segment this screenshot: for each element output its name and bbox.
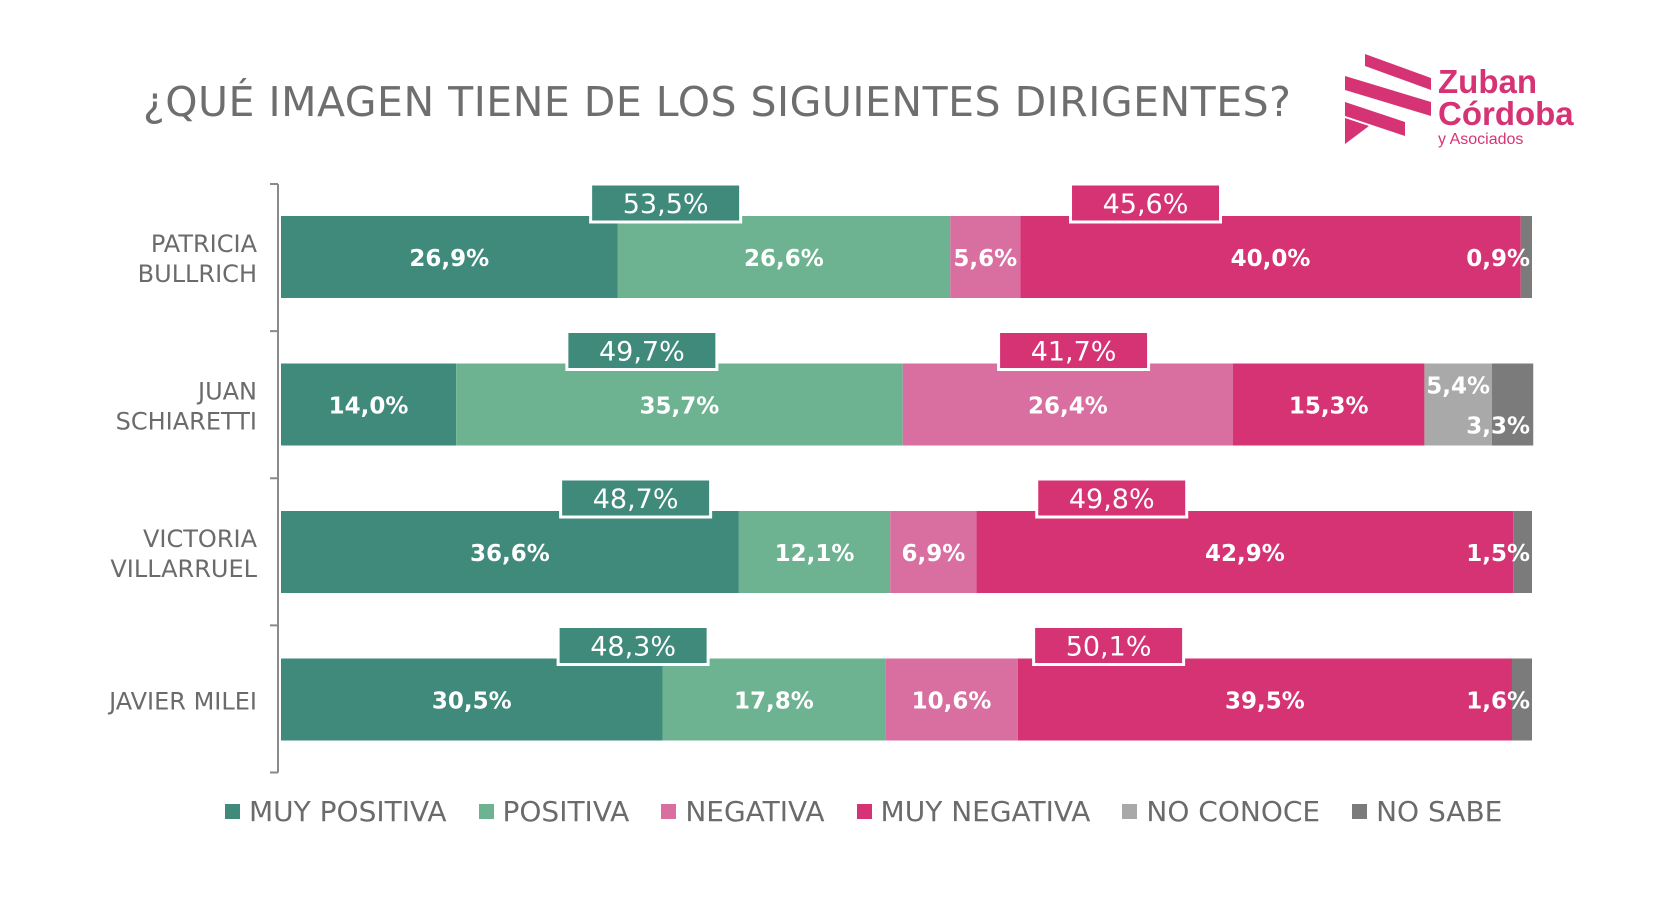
data-label: 30,5% xyxy=(432,689,512,715)
data-label: 5,6% xyxy=(953,246,1017,272)
total-positive-label: 53,5% xyxy=(623,189,709,220)
legend-label: MUY POSITIVA xyxy=(249,795,447,828)
legend-swatch xyxy=(1122,804,1138,819)
legend-swatch xyxy=(856,804,872,819)
data-label: 1,5% xyxy=(1466,541,1530,567)
category-label: VICTORIA xyxy=(143,525,258,553)
legend-label: NO CONOCE xyxy=(1146,795,1321,828)
bar-segment xyxy=(1513,511,1532,593)
total-negative-box xyxy=(997,330,1151,371)
chart-title: ¿QUÉ IMAGEN TIENE DE LOS SIGUIENTES DIRI… xyxy=(143,78,1292,126)
total-positive-box xyxy=(565,330,719,371)
bar-segment xyxy=(738,511,891,593)
data-label: 14,0% xyxy=(329,394,409,420)
category-label: JUAN xyxy=(196,378,257,406)
data-label: 17,8% xyxy=(734,689,814,715)
legend-label: NO SABE xyxy=(1376,795,1503,828)
legend-item: POSITIVA xyxy=(478,795,630,828)
legend-label: MUY NEGATIVA xyxy=(880,795,1091,828)
category-label: SCHIARETTI xyxy=(116,408,257,436)
bar-segment xyxy=(976,511,1514,593)
category-label: JAVIER MILEI xyxy=(107,688,257,716)
data-label: 1,6% xyxy=(1466,689,1530,715)
data-label: 12,1% xyxy=(775,541,855,567)
total-positive-label: 48,3% xyxy=(590,632,676,663)
brand-logo: Zuban Córdoba y Asociados xyxy=(1335,50,1595,165)
logo-line1: Zuban xyxy=(1438,63,1537,100)
data-label: 39,5% xyxy=(1225,689,1305,715)
data-label: 15,3% xyxy=(1289,394,1369,420)
legend-swatch xyxy=(1352,804,1368,819)
data-label: 5,4% xyxy=(1426,374,1490,400)
bar-segment xyxy=(281,363,457,446)
legend-swatch xyxy=(661,804,677,819)
legend-swatch xyxy=(225,804,240,819)
logo-mark-icon xyxy=(1345,54,1431,144)
total-positive-label: 49,7% xyxy=(599,337,685,368)
data-label: 10,6% xyxy=(912,689,992,715)
bar-segment xyxy=(617,216,951,298)
total-positive-label: 48,7% xyxy=(593,484,679,515)
data-label: 0,9% xyxy=(1466,246,1530,272)
category-label: PATRICIA xyxy=(151,230,258,258)
data-label: 26,6% xyxy=(744,246,824,272)
data-label: 36,6% xyxy=(470,541,550,567)
category-label: BULLRICH xyxy=(138,260,257,288)
bar-segment xyxy=(902,363,1234,446)
data-label: 26,9% xyxy=(409,246,489,272)
total-negative-label: 41,7% xyxy=(1031,337,1117,368)
bar-segment xyxy=(950,216,1021,298)
data-label: 35,7% xyxy=(640,394,720,420)
bar-segment xyxy=(1491,363,1534,446)
legend-item: NO SABE xyxy=(1352,795,1502,828)
total-positive-box xyxy=(589,182,743,224)
bar-segment xyxy=(885,658,1018,741)
bar-segment xyxy=(1020,216,1521,298)
data-label: 26,4% xyxy=(1028,394,1108,420)
legend-label: POSITIVA xyxy=(502,795,630,828)
bar-segment xyxy=(1233,363,1425,446)
legend-item: MUY POSITIVA xyxy=(225,795,447,828)
data-label: 6,9% xyxy=(901,541,965,567)
bar-segment xyxy=(281,216,618,298)
logo-line2: Córdoba xyxy=(1438,95,1574,132)
bar-segment xyxy=(890,511,977,593)
legend-item: NEGATIVA xyxy=(661,795,825,828)
category-label: VILLARRUEL xyxy=(110,555,257,583)
legend-item: NO CONOCE xyxy=(1122,795,1320,828)
data-label: 3,3% xyxy=(1466,414,1530,440)
legend-item: MUY NEGATIVA xyxy=(856,795,1091,828)
legend-swatch xyxy=(478,804,494,819)
logo-wordmark: Zuban Córdoba y Asociados xyxy=(1438,63,1574,150)
bar-segment xyxy=(281,511,739,593)
bar-segment xyxy=(1424,363,1492,446)
total-negative-label: 45,6% xyxy=(1103,189,1189,220)
total-positive-box xyxy=(556,625,710,666)
bar-segment xyxy=(281,658,663,741)
total-negative-box xyxy=(1032,625,1186,666)
data-label: 42,9% xyxy=(1205,541,1285,567)
bar-segment xyxy=(662,658,886,741)
logo-line3: y Asociados xyxy=(1438,131,1524,148)
data-label: 40,0% xyxy=(1231,246,1311,272)
legend-label: NEGATIVA xyxy=(685,795,825,828)
bar-segment xyxy=(1511,658,1532,741)
total-negative-label: 49,8% xyxy=(1069,484,1155,515)
total-negative-label: 50,1% xyxy=(1066,632,1152,663)
bar-segment xyxy=(1520,216,1532,298)
chart-legend: MUY POSITIVA POSITIVA NEGATIVA MUY NEGATIVA… xyxy=(225,795,1502,828)
bar-segment xyxy=(456,363,903,446)
total-positive-box xyxy=(559,477,713,519)
bar-segment xyxy=(1017,658,1512,741)
total-negative-box xyxy=(1035,477,1189,519)
total-negative-box xyxy=(1069,182,1223,224)
